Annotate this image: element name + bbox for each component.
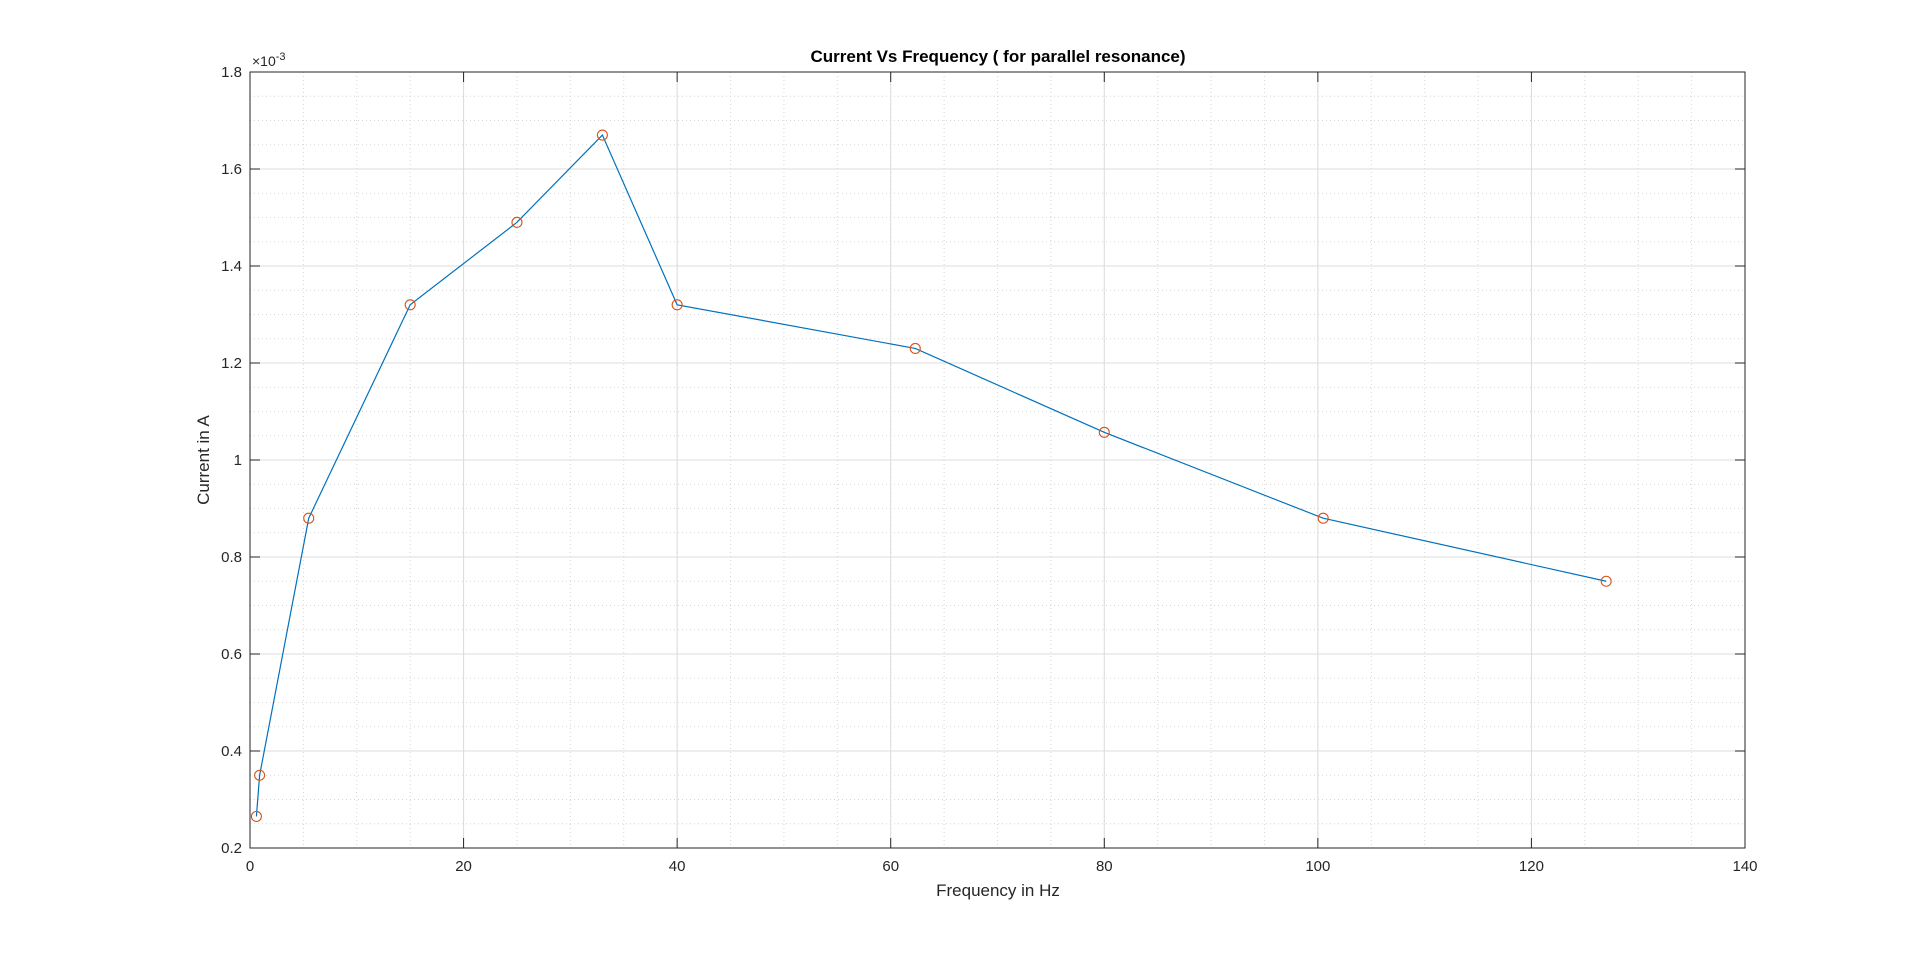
series-markers xyxy=(250,129,1612,823)
x-tick-label: 20 xyxy=(455,858,472,875)
data-point-marker xyxy=(250,810,262,823)
y-tick-label: 0.4 xyxy=(221,743,242,760)
x-tick-labels: 0 20 40 60 80 100 120 140 xyxy=(246,858,1758,875)
data-point-marker xyxy=(404,299,416,311)
chart-title: Current Vs Frequency ( for parallel reso… xyxy=(810,47,1185,66)
y-axis-label: Current in A xyxy=(194,414,213,504)
data-point-marker xyxy=(671,299,683,311)
x-axis-label: Frequency in Hz xyxy=(936,881,1060,900)
x-tick-label: 80 xyxy=(1096,858,1113,875)
data-point-marker xyxy=(1600,575,1612,587)
data-point-marker xyxy=(1317,512,1329,524)
data-point-marker xyxy=(1098,426,1110,438)
y-tick-label: 0.8 xyxy=(221,549,242,566)
x-tick-label: 0 xyxy=(246,858,254,875)
x-tick-label: 40 xyxy=(669,858,686,875)
y-tick-label: 1.8 xyxy=(221,64,242,81)
x-tick-label: 100 xyxy=(1305,858,1330,875)
y-tick-label: 1 xyxy=(234,452,242,469)
data-point-marker xyxy=(303,512,315,524)
y-tick-label: 1.4 xyxy=(221,258,242,275)
x-tick-label: 140 xyxy=(1732,858,1757,875)
data-point-marker xyxy=(511,216,523,228)
y-tick-label: 1.2 xyxy=(221,355,242,372)
y-tick-labels: 0.2 0.4 0.6 0.8 1 1.2 1.4 1.6 1.8 xyxy=(221,64,242,857)
y-tick-label: 0.6 xyxy=(221,646,242,663)
series-line xyxy=(255,133,1607,817)
data-point-marker xyxy=(909,342,921,355)
data-line xyxy=(255,133,1607,817)
y-exponent-label: ×10-3 xyxy=(252,51,286,69)
tick-marks xyxy=(249,71,1746,849)
y-tick-label: 0.2 xyxy=(221,840,242,857)
x-tick-label: 120 xyxy=(1519,858,1544,875)
y-tick-label: 1.6 xyxy=(221,161,242,178)
data-point-marker xyxy=(254,769,266,781)
data-point-marker xyxy=(596,129,608,141)
x-tick-label: 60 xyxy=(882,858,899,875)
